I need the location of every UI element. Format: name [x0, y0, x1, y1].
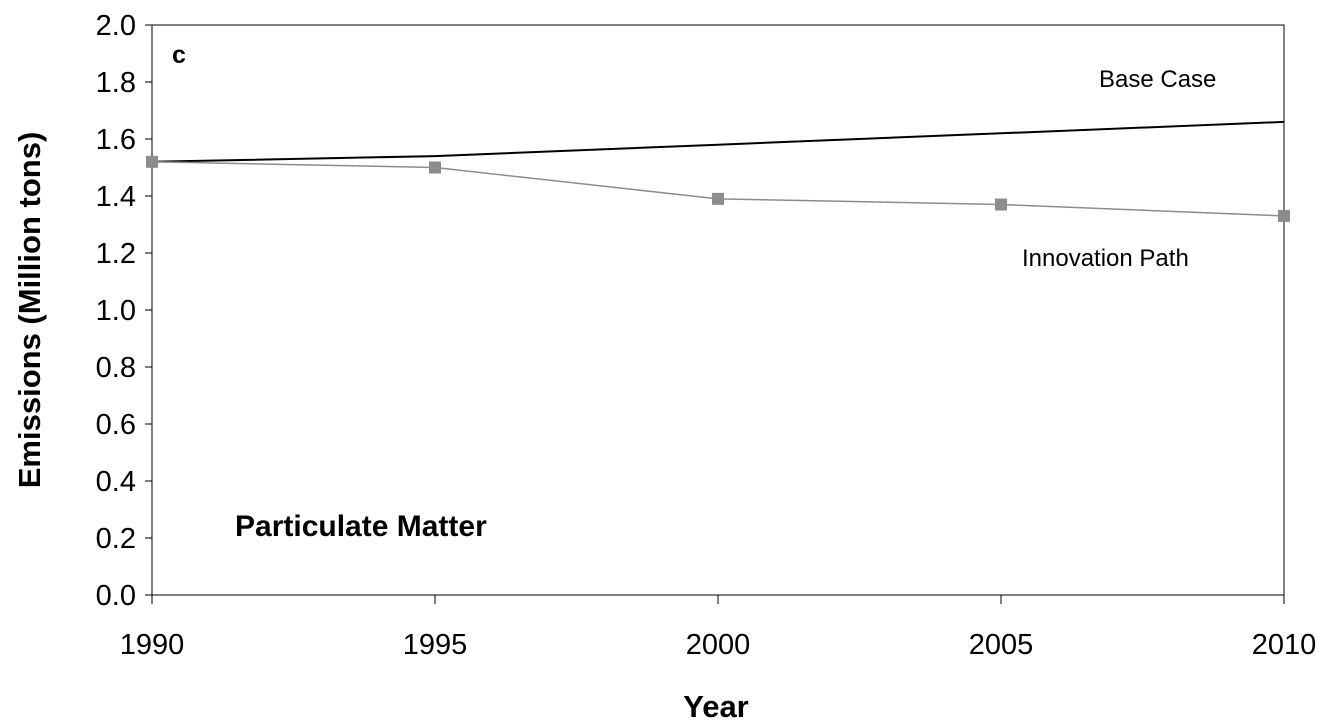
data-point-innovation-path: [429, 161, 441, 174]
x-tick-label: 2010: [1252, 629, 1317, 661]
data-point-innovation-path: [146, 155, 158, 168]
y-tick-label: 0.6: [96, 409, 136, 441]
data-point-innovation-path: [995, 198, 1007, 211]
y-tick-label: 0.4: [96, 466, 136, 498]
y-tick-label: 0.8: [96, 352, 136, 384]
y-tick-label: 1.4: [96, 181, 136, 213]
y-tick-label: 1.8: [96, 67, 136, 99]
x-tick-label: 2000: [686, 629, 751, 661]
y-tick-label: 1.0: [96, 295, 136, 327]
x-tick-label: 1990: [120, 629, 185, 661]
y-axis: 0.0 0.2 0.4 0.6 0.8 1.0 1.2 1.4 1.6 1.8 2.0: [96, 10, 152, 612]
y-tick-label: 1.2: [96, 238, 136, 270]
series-lines: [146, 120, 1290, 222]
chart-title: Particulate Matter: [235, 510, 487, 543]
y-axis-title: Emissions (Million tons): [12, 132, 47, 489]
x-axis-title: Year: [683, 689, 749, 724]
plot-area: [151, 24, 1285, 596]
data-point-innovation-path: [1278, 209, 1290, 222]
y-tick-label: 0.0: [96, 580, 136, 612]
y-tick-label: 2.0: [96, 10, 136, 42]
series-line-base-case: [151, 120, 1285, 163]
x-tick-label: 2005: [969, 629, 1034, 661]
y-tick-label: 0.2: [96, 523, 136, 555]
panel-label: c: [172, 41, 186, 69]
series-label-innovation-path: Innovation Path: [1022, 245, 1189, 272]
x-tick-label: 1995: [403, 629, 468, 661]
data-point-innovation-path: [712, 192, 724, 205]
series-label-base-case: Base Case: [1099, 66, 1216, 93]
x-axis: 1990 1995 2000 2005 2010: [120, 595, 1317, 661]
y-tick-label: 1.6: [96, 124, 136, 156]
